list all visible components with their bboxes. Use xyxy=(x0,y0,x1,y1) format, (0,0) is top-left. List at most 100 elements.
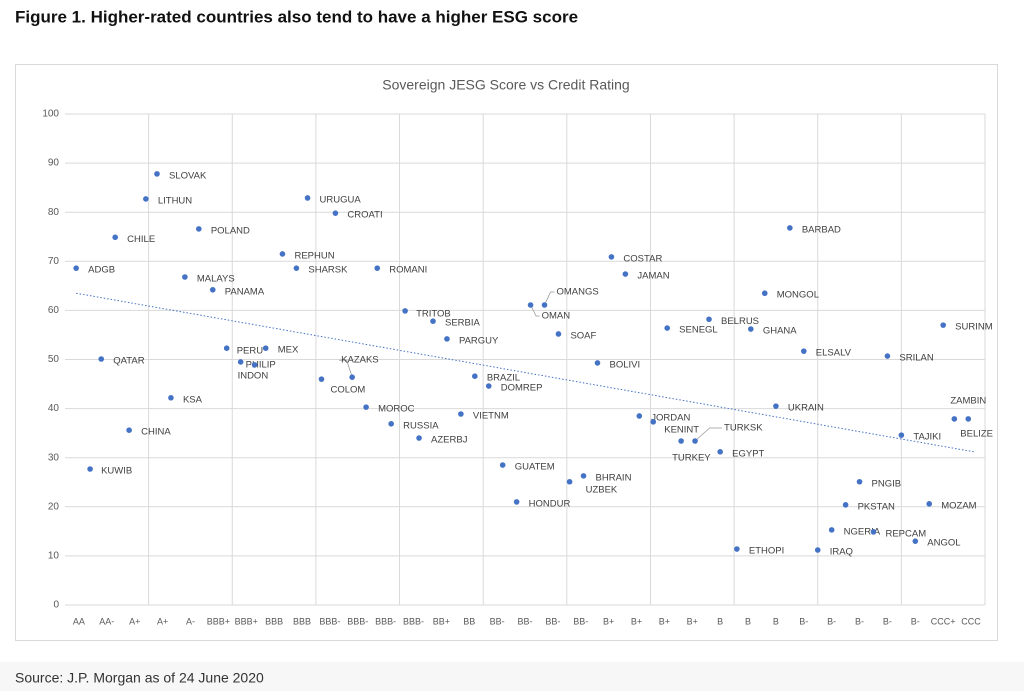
point-label: INDON xyxy=(238,370,269,381)
y-tick-label: 80 xyxy=(48,207,60,218)
point xyxy=(692,438,698,444)
y-tick-label: 50 xyxy=(48,354,60,365)
point xyxy=(209,286,216,293)
point-label: ETHOPI xyxy=(749,546,784,557)
point xyxy=(566,478,573,485)
point-label: BELRUS xyxy=(721,316,759,327)
point xyxy=(787,225,793,231)
point xyxy=(293,265,300,271)
point xyxy=(223,345,230,352)
point-label: CHINA xyxy=(141,427,171,438)
point xyxy=(650,419,657,425)
chart-frame xyxy=(15,64,998,641)
point xyxy=(706,316,712,323)
point-label: RUSSIA xyxy=(403,420,439,431)
point xyxy=(363,404,369,410)
point xyxy=(814,547,821,553)
y-tick-label: 0 xyxy=(53,600,59,611)
point xyxy=(734,546,740,552)
point-label: PKSTAN xyxy=(858,501,895,512)
point-label: PERU xyxy=(237,346,264,357)
y-tick-label: 90 xyxy=(48,158,60,169)
point-label: REPCAM xyxy=(885,528,926,539)
x-tick-label: BBB- xyxy=(347,616,368,626)
point-label: SENEGL xyxy=(679,325,718,336)
point xyxy=(898,432,905,438)
point xyxy=(594,360,601,366)
point xyxy=(318,376,325,382)
point xyxy=(622,271,629,277)
point-label: VIETNM xyxy=(473,411,509,422)
point xyxy=(555,331,562,337)
point-label: BELIZE xyxy=(960,428,993,439)
point xyxy=(485,383,492,389)
point-label: TURKSK xyxy=(724,423,763,434)
point xyxy=(912,538,919,544)
x-tick-label: BBB+ xyxy=(235,616,258,626)
point-label: ZAMBIN xyxy=(950,395,986,406)
point xyxy=(580,473,587,479)
point-label: TAJIKI xyxy=(913,432,941,443)
point-label: AZERBJ xyxy=(431,435,468,446)
x-tick-label: B+ xyxy=(631,616,642,626)
source-band xyxy=(0,662,1024,691)
point xyxy=(870,529,877,535)
point xyxy=(541,302,548,308)
point xyxy=(513,499,520,505)
point xyxy=(374,265,381,271)
point-label: PHILIP xyxy=(246,359,276,370)
point xyxy=(951,416,958,422)
point xyxy=(402,308,408,314)
point xyxy=(154,171,160,177)
point-label: KAZAKS xyxy=(341,355,379,366)
point xyxy=(527,302,534,308)
source: Source: J.P. Morgan as of 24 June 2020 xyxy=(15,670,264,686)
point xyxy=(126,427,132,434)
point xyxy=(112,234,118,241)
point-label: GUATEM xyxy=(515,462,555,473)
x-tick-label: B- xyxy=(855,616,864,626)
point-label: COSTAR xyxy=(623,253,662,264)
x-tick-label: B- xyxy=(827,616,836,626)
leader-line xyxy=(544,291,555,306)
point-label: MONGOL xyxy=(777,290,819,301)
x-tick-label: BBB+ xyxy=(207,616,230,626)
point-label: NGERIA xyxy=(844,526,881,537)
point xyxy=(279,251,286,257)
x-tick-label: B+ xyxy=(603,616,614,626)
x-tick-label: BB- xyxy=(573,616,588,626)
y-tick-label: 20 xyxy=(48,501,60,512)
point xyxy=(196,226,202,232)
point-label: ADGB xyxy=(88,265,115,276)
point xyxy=(73,265,79,271)
x-tick-label: CCC+ xyxy=(931,616,956,626)
point-label: MALAYS xyxy=(197,274,235,285)
point-label: ROMANI xyxy=(389,265,427,276)
point-label: UKRAIN xyxy=(788,403,824,414)
point xyxy=(856,478,863,485)
point xyxy=(143,196,149,202)
point-label: JORDAN xyxy=(651,412,690,423)
x-tick-label: BBB xyxy=(293,616,311,626)
y-tick-label: 100 xyxy=(42,109,59,120)
x-tick-label: B xyxy=(773,616,779,626)
point-label: TRITOB xyxy=(416,308,451,319)
point xyxy=(842,502,849,508)
point xyxy=(717,449,723,455)
point-label: SRILAN xyxy=(899,353,933,364)
point xyxy=(168,394,174,401)
x-tick-label: B+ xyxy=(659,616,670,626)
point xyxy=(237,359,244,365)
x-tick-label: BB- xyxy=(517,616,532,626)
point xyxy=(678,438,684,444)
point-label: COLOM xyxy=(330,385,365,396)
point-label: HONDUR xyxy=(529,498,571,509)
point-label: URUGUA xyxy=(320,194,362,205)
x-tick-label: AA xyxy=(73,616,85,626)
trendline xyxy=(76,292,974,453)
point-label: OMAN xyxy=(542,311,571,322)
point-label: BOLIVI xyxy=(609,359,640,370)
point xyxy=(416,435,422,441)
point xyxy=(608,254,615,260)
